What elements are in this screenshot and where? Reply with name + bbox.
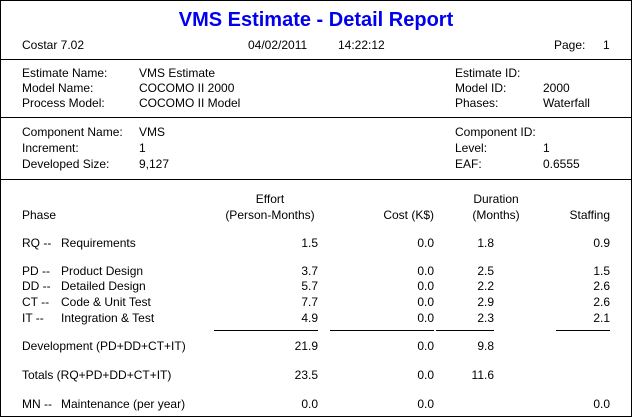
estimate-name-value: VMS Estimate	[139, 66, 216, 80]
eaf-label: EAF:	[455, 157, 482, 171]
phase-name: Integration & Test	[61, 311, 155, 325]
developed-size-value: 9,127	[139, 157, 170, 171]
developed-size-label: Developed Size:	[22, 157, 110, 171]
model-id-value: 2000	[543, 81, 570, 95]
page-number: 1	[603, 38, 610, 52]
development-cost: 0.0	[417, 339, 434, 353]
cost-value: 0.0	[417, 264, 434, 278]
cost-value: 0.0	[417, 236, 434, 250]
development-duration: 9.8	[477, 339, 494, 353]
maintenance-name: Maintenance (per year)	[61, 397, 186, 411]
effort-value: 4.9	[301, 311, 318, 325]
phase-name: Code & Unit Test	[61, 295, 151, 309]
col-duration-header: Duration	[473, 192, 519, 206]
effort-value: 7.7	[301, 295, 318, 309]
duration-value: 2.9	[477, 295, 494, 309]
cost-value: 0.0	[417, 311, 434, 325]
maintenance-code: MN --	[22, 397, 52, 411]
model-name-label: Model Name:	[22, 81, 94, 95]
effort-subtotal-rule	[214, 330, 318, 331]
totals-effort: 23.5	[294, 368, 318, 382]
col-staffing-header: Staffing	[569, 208, 610, 222]
cost-value: 0.0	[417, 295, 434, 309]
phase-name: Detailed Design	[61, 279, 146, 293]
page-label: Page:	[554, 38, 586, 52]
level-value: 1	[543, 141, 550, 155]
phase-code: IT --	[22, 311, 44, 325]
maintenance-staffing: 0.0	[593, 397, 610, 411]
process-model-label: Process Model:	[22, 96, 105, 110]
phase-code: CT --	[22, 295, 50, 309]
effort-value: 3.7	[301, 264, 318, 278]
report-time: 14:22:12	[338, 38, 385, 52]
col-duration-subheader: (Months)	[472, 208, 520, 222]
divider	[0, 59, 632, 60]
staffing-subtotal-rule	[556, 330, 610, 331]
estimate-name-label: Estimate Name:	[22, 66, 108, 80]
phase-name: Product Design	[61, 264, 144, 278]
model-name-value: COCOMO II 2000	[139, 81, 235, 95]
process-model-value: COCOMO II Model	[139, 96, 241, 110]
staffing-value: 2.6	[593, 279, 610, 293]
totals-label: Totals (RQ+PD+DD+CT+IT)	[22, 368, 172, 382]
cost-value: 0.0	[417, 279, 434, 293]
estimate-id-label: Estimate ID:	[455, 66, 521, 80]
component-name-label: Component Name:	[22, 125, 123, 139]
maintenance-effort: 0.0	[301, 397, 318, 411]
duration-value: 2.3	[477, 311, 494, 325]
effort-value: 1.5	[301, 236, 318, 250]
phase-code: PD --	[22, 264, 50, 278]
level-label: Level:	[455, 141, 488, 155]
report-title: VMS Estimate - Detail Report	[178, 9, 454, 31]
development-effort: 21.9	[294, 339, 318, 353]
app-version: Costar 7.02	[22, 38, 85, 52]
model-id-label: Model ID:	[455, 81, 507, 95]
phase-name: Requirements	[61, 236, 136, 250]
report-date: 04/02/2011	[248, 38, 308, 52]
col-effort-subheader: (Person-Months)	[225, 208, 315, 222]
effort-value: 5.7	[301, 279, 318, 293]
col-effort-header: Effort	[255, 192, 285, 206]
duration-value: 1.8	[477, 236, 494, 250]
increment-label: Increment:	[22, 141, 79, 155]
duration-value: 2.2	[477, 279, 494, 293]
cost-subtotal-rule	[330, 330, 434, 331]
component-id-label: Component ID:	[455, 125, 536, 139]
staffing-value: 2.1	[593, 311, 610, 325]
col-phase-header: Phase	[22, 208, 57, 222]
totals-cost: 0.0	[417, 368, 434, 382]
phases-value: Waterfall	[543, 96, 590, 110]
staffing-value: 0.9	[593, 236, 610, 250]
divider	[0, 117, 632, 118]
eaf-value: 0.6555	[543, 157, 580, 171]
staffing-value: 2.6	[593, 295, 610, 309]
development-label: Development (PD+DD+CT+IT)	[22, 339, 186, 353]
phase-code: DD --	[22, 279, 51, 293]
staffing-value: 1.5	[593, 264, 610, 278]
phase-code: RQ --	[22, 236, 52, 250]
increment-value: 1	[139, 141, 146, 155]
duration-subtotal-rule	[436, 330, 494, 331]
duration-value: 2.5	[477, 264, 494, 278]
col-cost-header: Cost (K$)	[383, 208, 434, 222]
maintenance-cost: 0.0	[417, 397, 434, 411]
divider	[0, 179, 632, 180]
totals-duration: 11.6	[471, 368, 494, 382]
component-name-value: VMS	[139, 125, 166, 139]
phases-label: Phases:	[455, 96, 499, 110]
